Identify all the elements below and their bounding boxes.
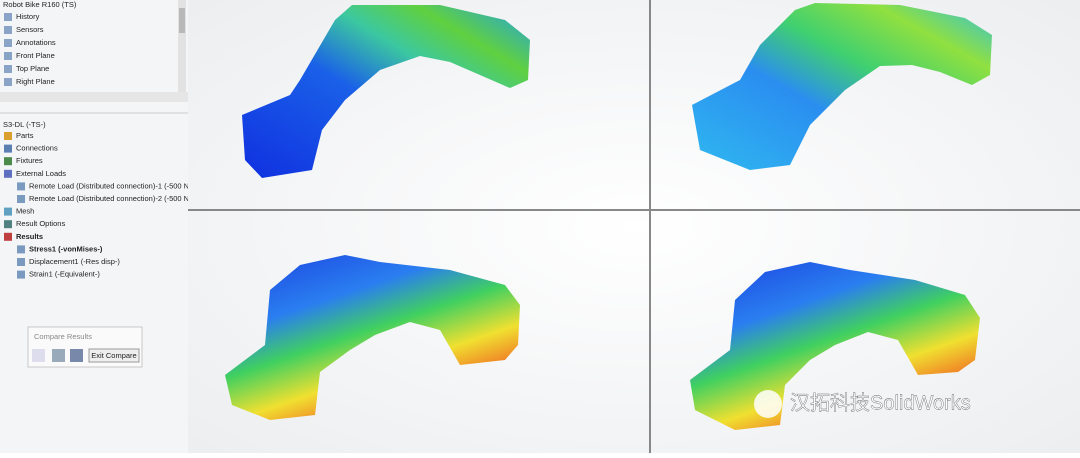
tree-icon <box>17 270 25 279</box>
tree-icon <box>4 232 12 241</box>
tree-icon <box>4 207 12 216</box>
tree-icon <box>4 13 12 21</box>
tree-item[interactable]: Annotations <box>16 38 56 47</box>
part-model <box>242 5 530 178</box>
tree-icon <box>4 169 12 178</box>
compare-popup: Compare Results Exit Compare <box>27 326 143 368</box>
button-label: Exit Compare <box>91 351 136 360</box>
tree-item[interactable]: Strain1 (-Equivalent-) <box>29 270 100 279</box>
tree-icon <box>17 182 25 191</box>
tree-icon <box>4 52 12 60</box>
study-title: S3-DL (-TS-) <box>3 120 46 129</box>
tree-item[interactable]: Mesh <box>16 207 34 216</box>
scroll-thumb[interactable] <box>179 8 185 33</box>
tree-item[interactable]: History <box>16 12 40 21</box>
tree-icon <box>4 157 12 166</box>
tree-icon <box>4 39 12 47</box>
popup-title: Compare Results <box>34 332 92 341</box>
tree-item[interactable]: Remote Load (Distributed connection)-1 (… <box>29 181 195 190</box>
exit-compare-button[interactable] <box>88 348 140 363</box>
tree-icon <box>4 132 12 140</box>
tree-icon <box>4 78 12 86</box>
part-model <box>692 3 992 170</box>
tree-item[interactable]: Displacement1 (-Res disp-) <box>29 257 120 266</box>
tree-icon <box>4 220 12 229</box>
tree-item[interactable]: Stress1 (-vonMises-) <box>29 244 103 253</box>
tree-icon <box>17 258 25 266</box>
tree-item[interactable]: Fixtures <box>16 156 43 165</box>
tree-item[interactable]: Sensors <box>16 25 44 34</box>
tree-icon <box>4 65 12 73</box>
tree-item[interactable]: Parts <box>16 131 34 140</box>
tree-icon <box>17 195 25 203</box>
icon-button[interactable] <box>32 349 45 362</box>
tree-item[interactable]: Top Plane <box>16 64 49 73</box>
part-model <box>690 262 980 430</box>
splitter[interactable] <box>0 92 188 102</box>
icon-button[interactable] <box>52 349 65 362</box>
tree-item[interactable]: Remote Load (Distributed connection)-2 (… <box>29 194 195 203</box>
tree-icon <box>4 26 12 34</box>
tree-item[interactable]: External Loads <box>16 169 66 178</box>
tree-item[interactable]: Results <box>16 232 43 241</box>
tree-item[interactable]: Connections <box>16 144 58 153</box>
watermark: 汉拓科技SolidWorks <box>790 391 971 414</box>
tree-icon <box>17 245 25 254</box>
watermark-logo <box>754 390 782 418</box>
feature-tree-panel <box>0 0 188 453</box>
model-title: Robot Bike R160 (TS) <box>3 0 77 9</box>
part-model <box>225 255 520 420</box>
tree-item[interactable]: Result Options <box>16 219 65 228</box>
scrollbar <box>178 0 186 92</box>
tree-icon <box>4 144 12 153</box>
tree-item[interactable]: Front Plane <box>16 51 55 60</box>
icon-button[interactable] <box>70 349 83 362</box>
tree-item[interactable]: Right Plane <box>16 77 55 86</box>
